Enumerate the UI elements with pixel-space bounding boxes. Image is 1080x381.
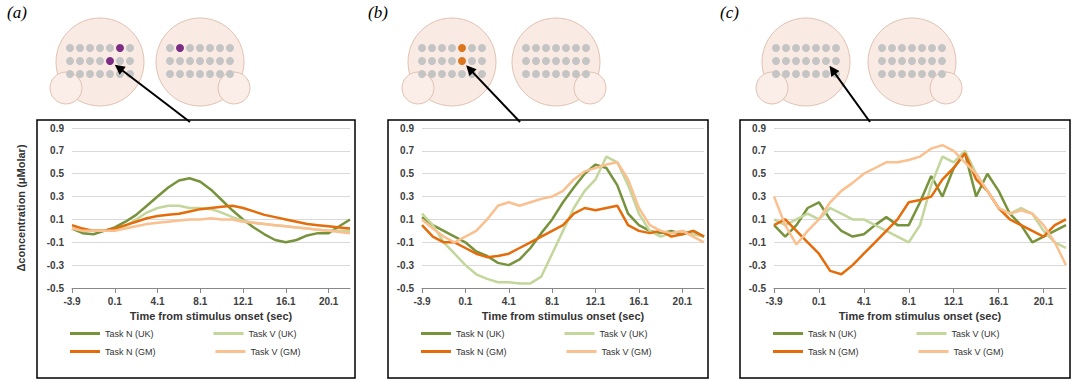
svg-text:0.9: 0.9 [50,123,64,134]
svg-text:12.1: 12.1 [944,296,964,307]
svg-text:-0.5: -0.5 [47,283,65,294]
svg-text:12.1: 12.1 [233,296,253,307]
svg-text:-3.9: -3.9 [63,296,81,307]
svg-text:0.7: 0.7 [50,145,64,156]
svg-text:Task N (GM): Task N (GM) [456,347,507,357]
svg-text:Task V (GM): Task V (GM) [953,347,1003,357]
svg-text:0.3: 0.3 [400,191,414,202]
svg-text:Task V (UK): Task V (UK) [600,329,648,339]
svg-text:20.1: 20.1 [319,296,339,307]
svg-text:Task V (GM): Task V (GM) [250,347,300,357]
svg-text:(c): (c) [720,3,739,22]
svg-text:Task V (UK): Task V (UK) [952,329,1000,339]
svg-text:20.1: 20.1 [673,296,693,307]
svg-text:4.1: 4.1 [502,296,516,307]
svg-text:16.1: 16.1 [276,296,296,307]
svg-text:-0.1: -0.1 [397,237,415,248]
svg-text:-0.3: -0.3 [749,260,767,271]
svg-text:4.1: 4.1 [857,296,871,307]
svg-text:-3.9: -3.9 [413,296,431,307]
svg-text:0.5: 0.5 [400,168,414,179]
svg-text:-0.1: -0.1 [749,237,767,248]
svg-text:16.1: 16.1 [629,296,649,307]
svg-text:16.1: 16.1 [989,296,1009,307]
svg-text:8.1: 8.1 [545,296,559,307]
svg-text:-3.9: -3.9 [765,296,783,307]
svg-text:20.1: 20.1 [1034,296,1054,307]
svg-text:(b): (b) [368,3,388,22]
svg-text:Task N (GM): Task N (GM) [105,347,156,357]
svg-text:0.1: 0.1 [752,214,766,225]
svg-text:4.1: 4.1 [151,296,165,307]
svg-text:-0.3: -0.3 [397,260,415,271]
svg-text:0.1: 0.1 [458,296,472,307]
svg-text:Task N (UK): Task N (UK) [456,329,505,339]
svg-text:-0.3: -0.3 [47,260,65,271]
svg-text:Task N (GM): Task N (GM) [808,347,859,357]
svg-text:0.9: 0.9 [400,123,414,134]
svg-text:-0.1: -0.1 [47,237,65,248]
svg-text:-0.5: -0.5 [749,283,767,294]
svg-text:Δconcentration (μMolar): Δconcentration (μMolar) [15,144,27,271]
svg-text:0.9: 0.9 [752,123,766,134]
svg-text:Time from stimulus onset (sec): Time from stimulus onset (sec) [482,310,645,322]
svg-text:0.5: 0.5 [50,168,64,179]
svg-text:0.1: 0.1 [108,296,122,307]
svg-text:Task N (UK): Task N (UK) [105,329,154,339]
svg-text:0.7: 0.7 [400,145,414,156]
svg-text:0.1: 0.1 [812,296,826,307]
svg-text:-0.5: -0.5 [397,283,415,294]
svg-text:0.3: 0.3 [752,191,766,202]
svg-text:0.3: 0.3 [50,191,64,202]
svg-text:Time from stimulus onset (sec): Time from stimulus onset (sec) [839,310,1002,322]
svg-text:Time from stimulus onset (sec): Time from stimulus onset (sec) [130,310,293,322]
svg-text:8.1: 8.1 [193,296,207,307]
svg-text:0.5: 0.5 [752,168,766,179]
svg-text:8.1: 8.1 [902,296,916,307]
svg-text:0.1: 0.1 [50,214,64,225]
svg-text:0.1: 0.1 [400,214,414,225]
svg-text:Task N (UK): Task N (UK) [808,329,857,339]
svg-text:Task V (GM): Task V (GM) [601,347,651,357]
svg-text:Task V (UK): Task V (UK) [249,329,297,339]
svg-text:0.7: 0.7 [752,145,766,156]
svg-text:12.1: 12.1 [586,296,606,307]
svg-text:(a): (a) [7,3,27,22]
